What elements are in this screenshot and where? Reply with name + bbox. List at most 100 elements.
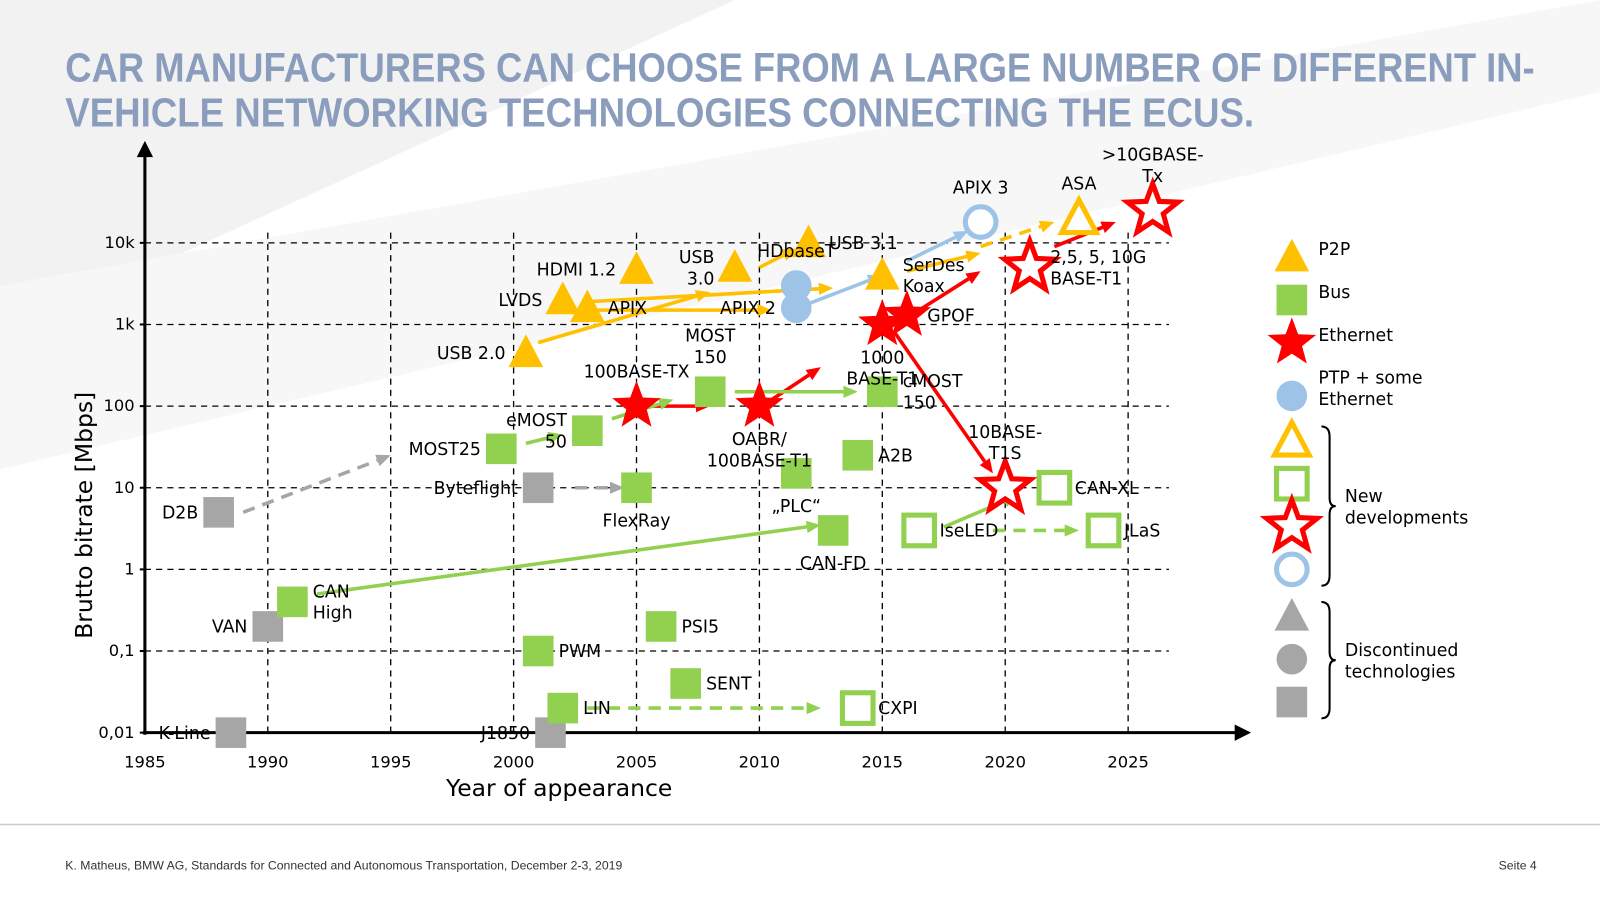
point bbox=[973, 453, 1038, 516]
point-label: USB 2.0 bbox=[437, 344, 506, 364]
y-tick-label: 1k bbox=[115, 315, 135, 334]
y-tick-label: 10 bbox=[114, 478, 135, 497]
point-label: FlexRay bbox=[603, 512, 671, 532]
legend-label: Discontinued technologies bbox=[1345, 641, 1459, 682]
label-line: 100BASE-TX bbox=[584, 363, 690, 383]
arrow-head bbox=[965, 271, 981, 284]
label-line: APIX bbox=[608, 299, 647, 319]
arrow-head bbox=[805, 520, 821, 533]
point-label: 100BASE-TX bbox=[584, 363, 690, 383]
point bbox=[1120, 176, 1185, 238]
point-label: VAN bbox=[212, 618, 248, 638]
arrow-head bbox=[965, 250, 981, 263]
label-line: MOST bbox=[685, 327, 736, 347]
plot: 1985 1990 1995 2000 2005 2010 2015 2020 2025 0,01… bbox=[98, 140, 1468, 771]
y-tick-label: 0,01 bbox=[98, 723, 134, 742]
label-line: Ethernet bbox=[1318, 326, 1393, 346]
point bbox=[670, 668, 701, 699]
x-tick-label: 2005 bbox=[616, 752, 658, 771]
label-line: MOST25 bbox=[409, 440, 481, 460]
point-label: eMOST 50 bbox=[506, 411, 567, 452]
point bbox=[277, 586, 308, 618]
x-tick-label: 1995 bbox=[370, 752, 412, 771]
label-line: K-Line bbox=[159, 724, 211, 744]
point-label: cMOST 150 bbox=[903, 372, 963, 413]
point bbox=[612, 380, 661, 427]
point-label: USB 3.0 bbox=[679, 248, 715, 289]
label-line: JLaS bbox=[1123, 522, 1160, 542]
legend-brace bbox=[1321, 601, 1336, 720]
x-tick-label: 1985 bbox=[124, 752, 166, 771]
point bbox=[842, 439, 874, 471]
label-line: Bus bbox=[1318, 283, 1350, 303]
legend-label: Ethernet bbox=[1318, 326, 1393, 346]
point bbox=[858, 298, 907, 346]
label-line: IseLED bbox=[940, 522, 999, 542]
point bbox=[621, 472, 652, 504]
point bbox=[1085, 512, 1122, 549]
arrow-head bbox=[609, 481, 625, 494]
point bbox=[882, 289, 932, 336]
point-label: GPOF bbox=[927, 306, 974, 326]
x-axis-title: Year of appearance bbox=[445, 774, 672, 802]
arrow bbox=[807, 278, 870, 306]
point-label: 10BASE-T1S bbox=[968, 423, 1042, 464]
arrow bbox=[980, 224, 1042, 249]
label-line: APIX 2 bbox=[720, 299, 776, 319]
label-line: New bbox=[1345, 487, 1383, 507]
y-axis-title: Brutto bitrate [Mbps] bbox=[70, 392, 98, 639]
label-line: D2B bbox=[162, 503, 198, 523]
legend-swatch bbox=[1276, 284, 1308, 316]
point-label: APIX 2 bbox=[720, 299, 776, 319]
title-line: VEHICLE NETWORKING TECHNOLOGIES CONNECTI… bbox=[65, 90, 1254, 136]
point-label: 2,5, 5, 10G BASE-T1 bbox=[1050, 248, 1146, 289]
arrow bbox=[316, 525, 807, 596]
label-line: HDMI 1.2 bbox=[537, 261, 617, 281]
arrow-head bbox=[979, 458, 993, 474]
arrow-head bbox=[547, 431, 563, 444]
label-line: J1850 bbox=[480, 724, 530, 744]
legend-label: New developments bbox=[1345, 487, 1468, 528]
arrow-head bbox=[952, 230, 969, 243]
label-line: Tx bbox=[1141, 167, 1163, 187]
point bbox=[619, 251, 654, 284]
point-label: MOST 150 bbox=[685, 327, 736, 368]
label-line: cMOST bbox=[903, 372, 963, 392]
label-line: LIN bbox=[583, 699, 611, 719]
y-tick-label: 1 bbox=[124, 559, 134, 578]
y-tick-label: 0,1 bbox=[109, 641, 135, 660]
legend-swatch bbox=[1276, 643, 1308, 675]
point bbox=[547, 692, 579, 724]
y-tick-label: 100 bbox=[104, 396, 135, 415]
point bbox=[1036, 469, 1073, 506]
label-line: USB 3.1 bbox=[829, 234, 898, 254]
background-shape bbox=[0, 0, 735, 337]
label-line: SENT bbox=[706, 675, 752, 695]
point bbox=[717, 249, 753, 282]
point bbox=[572, 415, 603, 447]
label-line: CXPI bbox=[878, 699, 918, 719]
background-shape bbox=[0, 0, 1600, 469]
point-label: APIX 3 bbox=[953, 178, 1009, 198]
legend-swatch bbox=[1276, 686, 1308, 718]
label-line: High bbox=[313, 604, 353, 624]
point-label: CAN High bbox=[313, 582, 353, 623]
legend-label: P2P bbox=[1318, 240, 1350, 260]
label-line: Koax bbox=[903, 277, 945, 297]
x-tick-label: 2025 bbox=[1107, 752, 1149, 771]
point bbox=[780, 458, 812, 489]
point-label: SerDes Koax bbox=[903, 256, 965, 297]
arrow-head bbox=[657, 398, 674, 410]
label-line: technologies bbox=[1345, 663, 1455, 683]
point-label: CAN-FD bbox=[800, 554, 866, 574]
point-label: J1850 bbox=[480, 724, 530, 744]
legend-swatch bbox=[1274, 597, 1310, 631]
point-label: 1000 BASE-T1 bbox=[846, 348, 918, 389]
point bbox=[867, 376, 898, 408]
point-label: CAN-XL bbox=[1075, 479, 1139, 499]
x-tick-label: 2010 bbox=[739, 752, 781, 771]
arrow-head bbox=[757, 303, 772, 317]
point-label: PWM bbox=[559, 642, 602, 662]
point bbox=[545, 281, 581, 315]
arrow-head bbox=[843, 385, 858, 398]
